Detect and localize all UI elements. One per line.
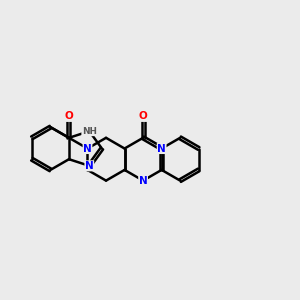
Text: N: N (139, 176, 148, 186)
Text: N: N (85, 161, 94, 171)
Text: O: O (64, 111, 73, 122)
Text: O: O (139, 111, 148, 122)
Text: NH: NH (82, 127, 97, 136)
Text: N: N (83, 143, 92, 154)
Text: N: N (157, 143, 166, 154)
